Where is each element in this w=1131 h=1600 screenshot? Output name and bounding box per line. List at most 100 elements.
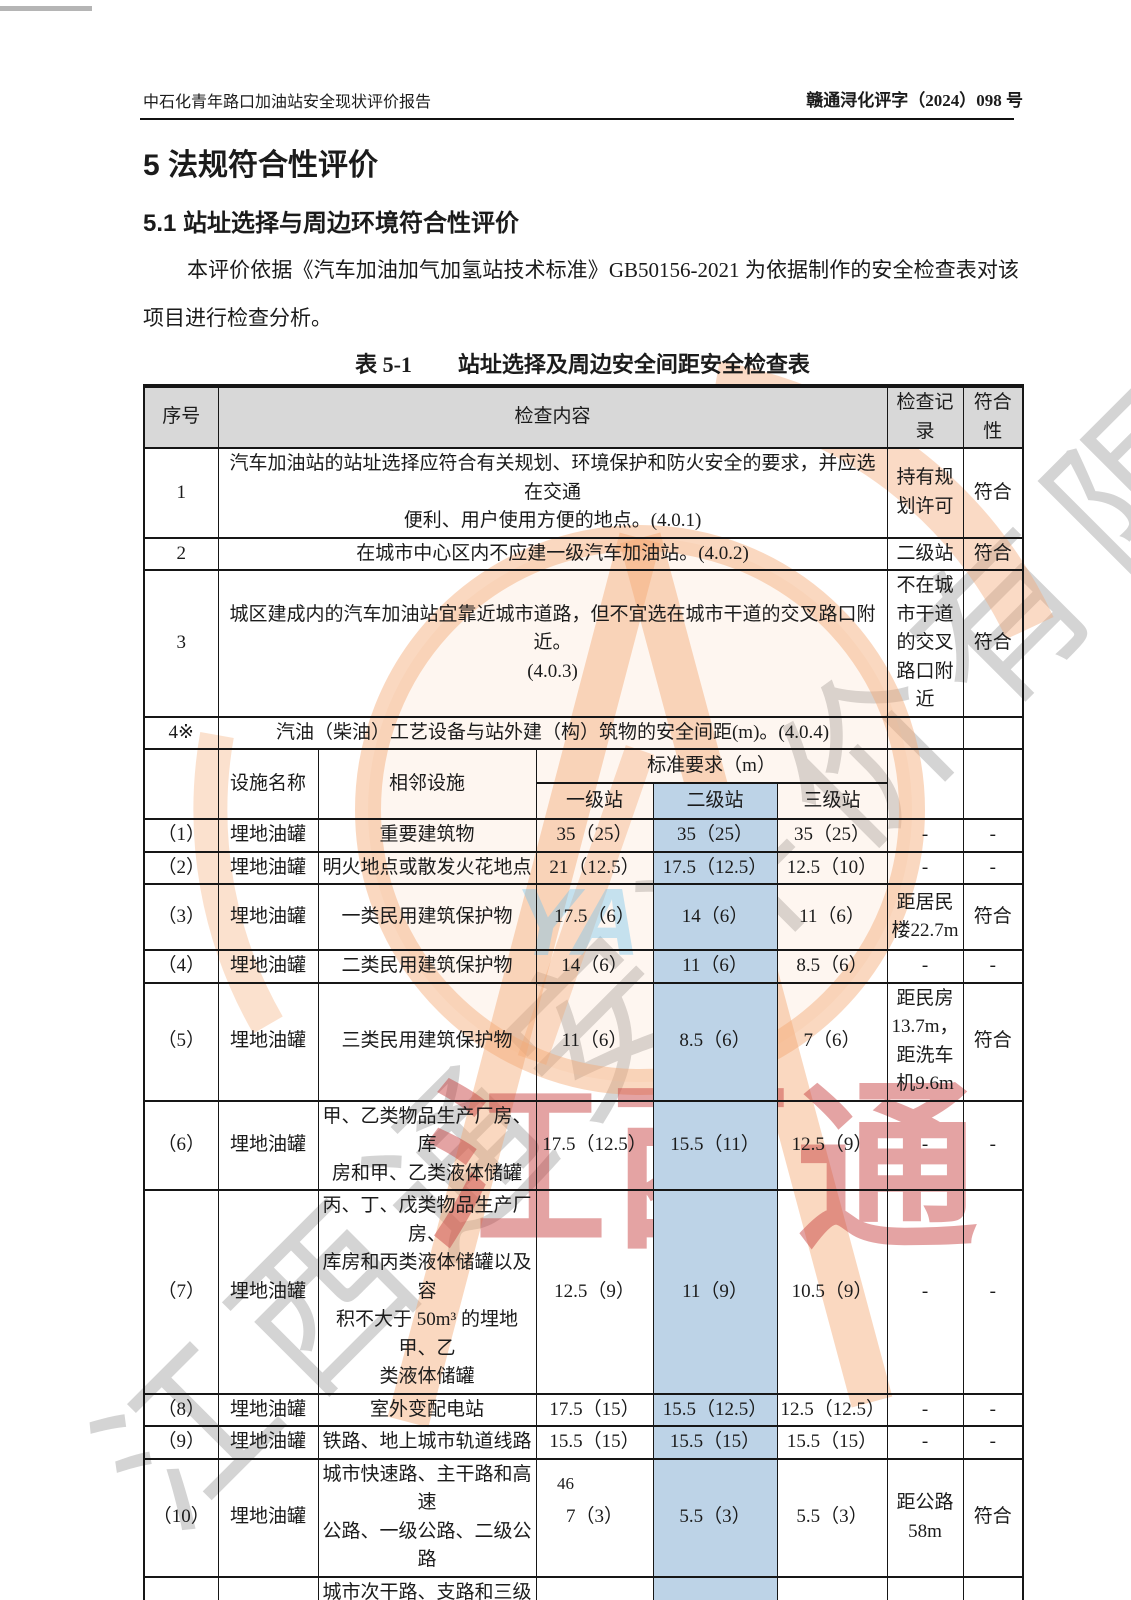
column-header-no: 序号: [143, 385, 219, 449]
seq-cell: 4※: [143, 715, 219, 750]
seq-cell: （5）: [143, 981, 219, 1102]
column-header-content: 检查内容: [217, 385, 888, 449]
seq-cell: （2）: [143, 850, 219, 885]
sub-header-empty-no: [143, 748, 219, 820]
seq-cell: （3）: [143, 883, 219, 951]
seq-cell: （6）: [143, 1099, 219, 1191]
distance-row: （8） 埋地油罐 室外变配电站 17.5（15） 15.5（12.5） 12.5（12.5…: [143, 1392, 1024, 1427]
compliance-cell: -: [962, 1575, 1024, 1600]
level1-cell: 21（12.5）: [535, 850, 654, 885]
seq-cell: 3: [143, 569, 219, 718]
sub-header-level2: 二级站: [652, 782, 778, 820]
seq-cell: （8）: [143, 1392, 219, 1427]
adjacent-cell: 铁路、地上城市轨道线路: [317, 1425, 537, 1460]
level1-cell: 17.5（15）: [535, 1392, 654, 1427]
table-header-row: 序号 检查内容 检查记录 符合性: [143, 385, 1024, 449]
column-header-record: 检查记录: [886, 385, 964, 449]
record-cell: 距居民楼22.7m: [886, 883, 964, 951]
adjacent-cell: 甲、乙类物品生产厂房、库 房和甲、乙类液体储罐: [317, 1099, 537, 1191]
compliance-cell: -: [962, 850, 1024, 885]
column-header-compliance: 符合性: [962, 385, 1024, 449]
compliance-cell: 符合: [962, 447, 1024, 539]
record-cell: -: [886, 1392, 964, 1427]
level2-cell: 11（6）: [652, 949, 778, 984]
safety-checklist-table: 序号 检查内容 检查记录 符合性 1 汽车加油站的站址选择应符合有关规划、环境保护…: [143, 384, 1025, 1600]
document-number-header: 赣通浔化评字（2024）098 号: [806, 91, 1023, 110]
distance-row: （9） 埋地油罐 铁路、地上城市轨道线路 15.5（15） 15.5（15） 15.5（1…: [143, 1425, 1024, 1460]
level1-cell: 17.5（12.5）: [535, 1099, 654, 1191]
compliance-cell: 符合: [962, 569, 1024, 718]
compliance-cell: 符合: [962, 536, 1024, 571]
distance-row: （5） 埋地油罐 三类民用建筑保护物 11（6） 8.5（6） 7（6） 距民房13.7m，…: [143, 981, 1024, 1102]
record-cell: -: [886, 1575, 964, 1600]
level3-cell: 7（6）: [776, 981, 888, 1102]
level3-cell: 8.5（6）: [776, 949, 888, 984]
facility-cell: 埋地油罐: [217, 883, 319, 951]
table-caption-title: 站址选择及周边安全间距安全检查表: [457, 352, 810, 377]
table-caption: 表 5-1 站址选择及周边安全间距安全检查表: [143, 347, 1022, 379]
facility-cell: 埋地油罐: [217, 1099, 319, 1191]
content-cell: 城区建成内的汽车加油站宜靠近城市道路，但不宜选在城市干道的交叉路口附近。 (4.…: [217, 569, 888, 718]
level2-cell: 8.5（6）: [652, 981, 778, 1102]
adjacent-cell: 三类民用建筑保护物: [317, 981, 537, 1102]
compliance-cell: 符合: [962, 883, 1024, 951]
seq-cell: （1）: [143, 818, 219, 853]
body-paragraph: 本评价依据《汽车加油加气加氢站技术标准》GB50156-2021 为依据制作的安…: [143, 258, 1019, 330]
adjacent-cell: 二类民用建筑保护物: [317, 949, 537, 984]
facility-cell: 埋地油罐: [217, 1189, 319, 1395]
distance-row: （11）埋地油罐城市次干路、支路和三级公 路、四级公路5.5（3）5（3）5（3…: [143, 1575, 1024, 1600]
level3-cell: 11（6）: [776, 883, 888, 951]
compliance-cell: 符合: [962, 981, 1024, 1102]
content-cell: 汽油（柴油）工艺设备与站外建（构）筑物的安全间距(m)。(4.0.4): [217, 715, 888, 750]
facility-cell: 埋地油罐: [217, 949, 319, 984]
compliance-cell: 符合: [962, 1457, 1024, 1578]
content-cell: 汽车加油站的站址选择应符合有关规划、环境保护和防火安全的要求，并应选在交通 便利…: [217, 447, 888, 539]
record-cell: 持有规划许可: [886, 447, 964, 539]
compliance-cell: [962, 715, 1024, 750]
level3-cell: 12.5（10）: [776, 850, 888, 885]
distance-row: （7） 埋地油罐 丙、丁、戊类物品生产厂房、 库房和丙类液体储罐以及容 积不大于 5…: [143, 1189, 1024, 1395]
general-row: 2 在城市中心区内不应建一级汽车加油站。(4.0.2) 二级站 符合: [143, 536, 1024, 571]
adjacent-cell: 城市次干路、支路和三级公 路、四级公路: [317, 1575, 537, 1600]
sub-header-level3: 三级站: [776, 782, 888, 820]
level2-cell: 15.5（15）: [652, 1425, 778, 1460]
adjacent-cell: 室外变配电站: [317, 1392, 537, 1427]
level3-cell: 5.5（3）: [776, 1457, 888, 1578]
general-row: 4※ 汽油（柴油）工艺设备与站外建（构）筑物的安全间距(m)。(4.0.4): [143, 715, 1024, 750]
sub-header-empty-compliance: [962, 748, 1024, 820]
table-caption-label: 表 5-1: [355, 352, 412, 377]
compliance-cell: -: [962, 1189, 1024, 1395]
level3-cell: 5（3）: [776, 1575, 888, 1600]
level1-cell: 11（6）: [535, 981, 654, 1102]
level2-cell: 11（9）: [652, 1189, 778, 1395]
record-cell: 二级站: [886, 536, 964, 571]
general-row: 3 城区建成内的汽车加油站宜靠近城市道路，但不宜选在城市干道的交叉路口附近。 (4…: [143, 569, 1024, 718]
distance-row: （2） 埋地油罐 明火地点或散发火花地点 21（12.5） 17.5（12.5） 12.5…: [143, 850, 1024, 885]
sub-header-facility: 设施名称: [217, 748, 319, 820]
record-cell: -: [886, 818, 964, 853]
distance-row: （10） 埋地油罐 城市快速路、主干路和高速 公路、一级公路、二级公路 7（3） 5.5…: [143, 1457, 1024, 1578]
compliance-cell: -: [962, 1392, 1024, 1427]
level2-cell: 15.5（12.5）: [652, 1392, 778, 1427]
level3-cell: 15.5（15）: [776, 1425, 888, 1460]
record-cell: 不在城市干道的交叉路口附近: [886, 569, 964, 718]
compliance-cell: -: [962, 1425, 1024, 1460]
level2-cell: 15.5（11）: [652, 1099, 778, 1191]
seq-cell: 1: [143, 447, 219, 539]
seq-cell: （7）: [143, 1189, 219, 1395]
record-cell: -: [886, 850, 964, 885]
sub-header-adjacent: 相邻设施: [317, 748, 537, 820]
level1-cell: 7（3）: [535, 1457, 654, 1578]
compliance-cell: -: [962, 1099, 1024, 1191]
facility-cell: 埋地油罐: [217, 1457, 319, 1578]
seq-cell: （4）: [143, 949, 219, 984]
header-rule: [140, 118, 1014, 120]
level3-cell: 12.5（12.5）: [776, 1392, 888, 1427]
adjacent-cell: 一类民用建筑保护物: [317, 883, 537, 951]
level2-cell: 5（3）: [652, 1575, 778, 1600]
facility-cell: 埋地油罐: [217, 850, 319, 885]
seq-cell: （9）: [143, 1425, 219, 1460]
sub-header-empty-record: [886, 748, 964, 820]
content-cell: 在城市中心区内不应建一级汽车加油站。(4.0.2): [217, 536, 888, 571]
